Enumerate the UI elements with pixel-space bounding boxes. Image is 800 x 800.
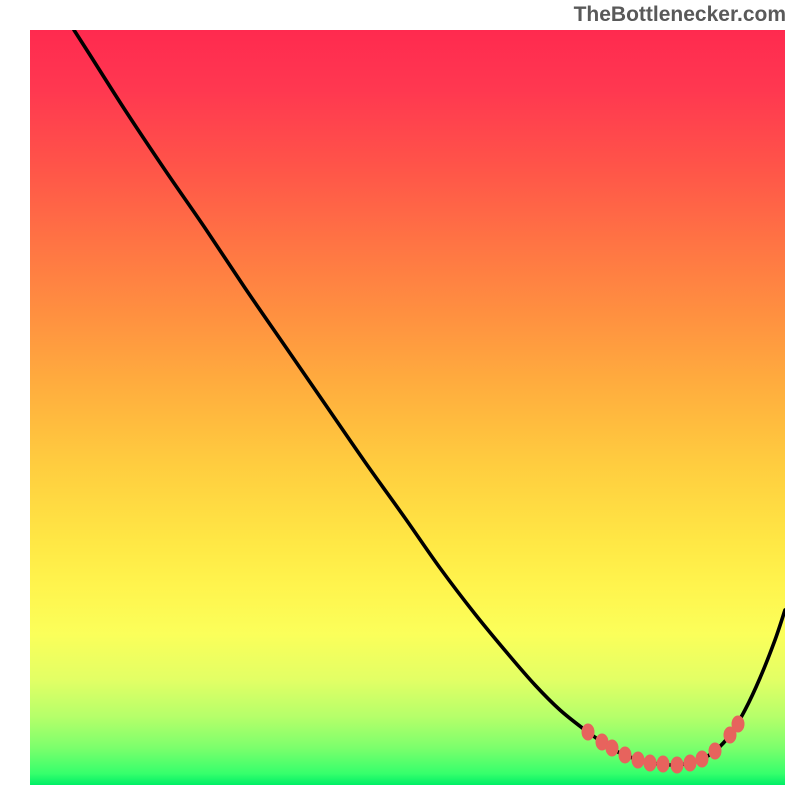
curve-marker bbox=[606, 740, 619, 757]
watermark-text: TheBottlenecker.com bbox=[574, 3, 786, 27]
curve-marker bbox=[644, 755, 657, 772]
curve-marker bbox=[582, 724, 595, 741]
curve-marker bbox=[671, 757, 684, 774]
chart-container: TheBottlenecker.com bbox=[0, 0, 800, 800]
plot-area bbox=[30, 30, 785, 785]
curve-marker bbox=[632, 752, 645, 769]
curve-marker bbox=[619, 747, 632, 764]
curve-marker bbox=[709, 743, 722, 760]
curve-marker bbox=[696, 751, 709, 768]
plot-svg bbox=[30, 30, 785, 785]
curve-marker bbox=[732, 716, 745, 733]
gradient-background bbox=[30, 30, 785, 785]
curve-marker bbox=[657, 756, 670, 773]
curve-marker bbox=[684, 755, 697, 772]
